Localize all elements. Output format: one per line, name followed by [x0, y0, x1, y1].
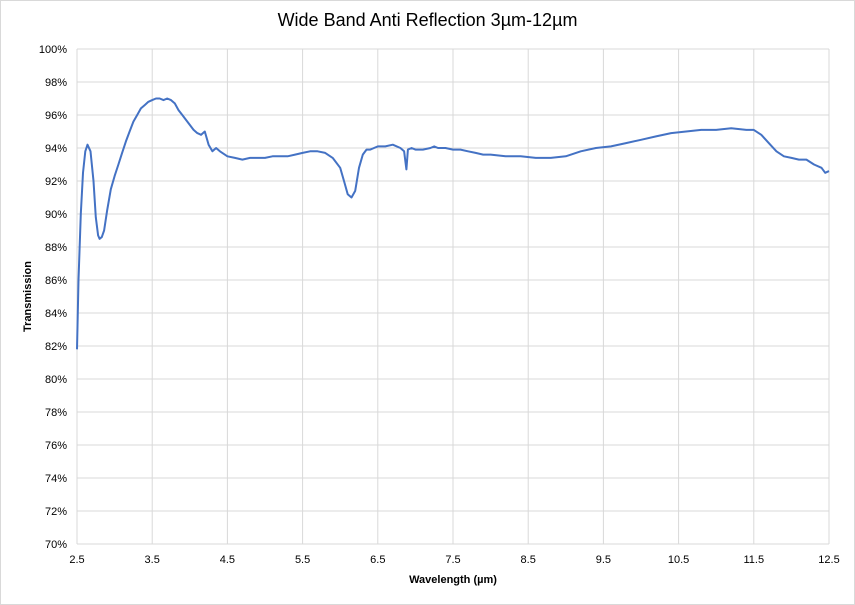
x-tick-label: 5.5 [295, 554, 310, 566]
y-tick-label: 84% [45, 308, 67, 320]
y-tick-label: 86% [45, 275, 67, 287]
y-tick-label: 72% [45, 506, 67, 518]
x-tick-label: 6.5 [370, 554, 385, 566]
y-tick-label: 100% [39, 44, 67, 56]
chart-title: Wide Band Anti Reflection 3µm-12µm [277, 10, 578, 30]
x-axis-title: Wavelength (µm) [409, 574, 497, 586]
y-tick-label: 74% [45, 473, 67, 485]
x-tick-label: 4.5 [220, 554, 235, 566]
y-tick-label: 78% [45, 407, 67, 419]
x-tick-label: 10.5 [668, 554, 689, 566]
y-tick-label: 94% [45, 143, 67, 155]
x-tick-label: 12.5 [818, 554, 839, 566]
series-layer [76, 97, 830, 350]
y-axis-tick-labels: 70% 72% 74% 76% 78% 80% 82% 84% 86% 88% 90% 92% 94% 9… [39, 44, 67, 551]
x-tick-label: 8.5 [521, 554, 536, 566]
y-tick-label: 76% [45, 440, 67, 452]
y-tick-label: 88% [45, 242, 67, 254]
y-tick-label: 96% [45, 110, 67, 122]
x-tick-label: 7.5 [445, 554, 460, 566]
y-axis-title: Transmission [22, 261, 34, 332]
grid-lines [76, 48, 830, 545]
transmission-series-line [76, 97, 830, 350]
y-tick-label: 80% [45, 374, 67, 386]
y-tick-label: 92% [45, 176, 67, 188]
x-tick-label: 11.5 [744, 554, 765, 566]
y-tick-label: 98% [45, 77, 67, 89]
x-tick-label: 9.5 [596, 554, 611, 566]
x-axis-tick-labels: 2.5 3.5 4.5 5.5 6.5 7.5 8.5 9.5 10.5 11.5 12.5 [69, 554, 839, 566]
x-tick-label: 2.5 [69, 554, 84, 566]
y-tick-label: 70% [45, 539, 67, 551]
y-tick-label: 90% [45, 209, 67, 221]
x-tick-label: 3.5 [145, 554, 160, 566]
y-tick-label: 82% [45, 341, 67, 353]
